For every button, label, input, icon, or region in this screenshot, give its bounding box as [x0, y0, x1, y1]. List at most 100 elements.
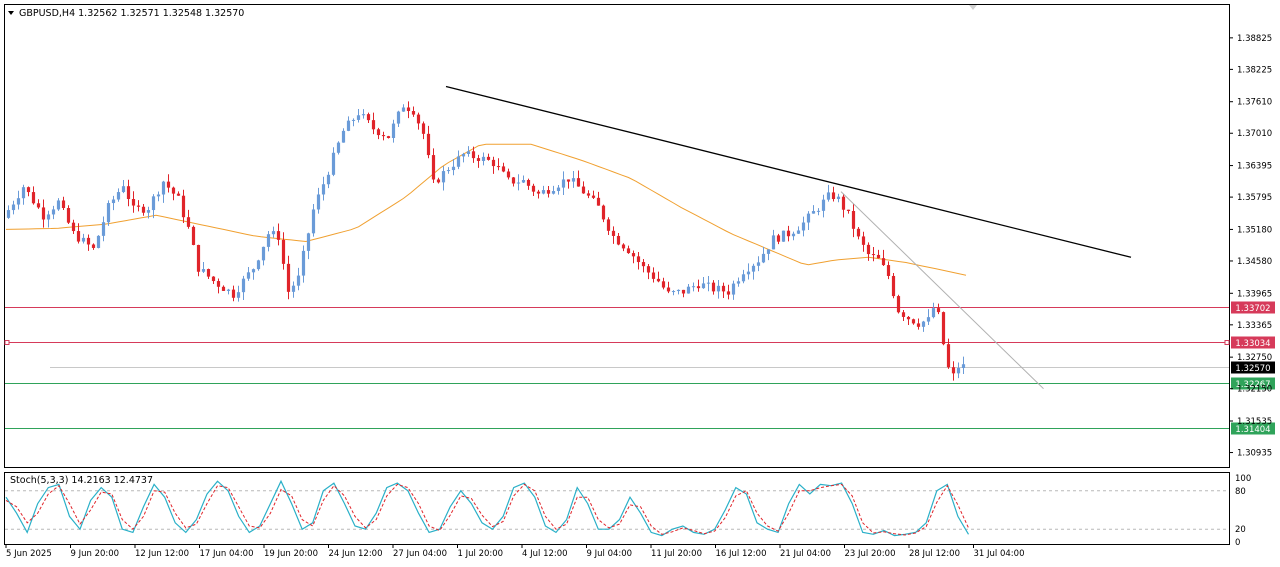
candle-body — [576, 178, 581, 187]
candle — [296, 267, 301, 291]
candle-body — [726, 291, 731, 295]
candle-body — [351, 119, 356, 121]
candle-body — [921, 321, 926, 327]
level-price-label: 1.32267 — [1235, 380, 1270, 390]
candle-body — [366, 114, 371, 121]
candle — [731, 280, 736, 300]
candle — [21, 184, 26, 205]
candle — [26, 186, 31, 197]
candle-body — [106, 203, 111, 223]
candle — [901, 309, 906, 322]
candle — [266, 231, 271, 252]
candle — [781, 230, 786, 242]
candle — [631, 250, 636, 264]
candle — [401, 104, 406, 112]
candle-body — [451, 166, 456, 171]
candle — [556, 185, 561, 195]
candle — [911, 318, 916, 325]
candle-body — [461, 153, 466, 157]
candle-body — [376, 129, 381, 136]
candle-body — [46, 214, 51, 220]
level-price-label: 1.31404 — [1235, 425, 1270, 435]
candle — [246, 266, 251, 281]
candle — [326, 171, 331, 189]
level-handle-right[interactable] — [1224, 340, 1230, 345]
level-price-label: 1.33702 — [1235, 304, 1270, 314]
candle — [476, 154, 481, 168]
price-tick-label: 1.30935 — [1237, 449, 1272, 459]
level-handle-left[interactable] — [4, 340, 10, 345]
candle — [776, 233, 781, 245]
candle-body — [401, 107, 406, 112]
candle-body — [426, 133, 431, 156]
candle — [56, 198, 61, 211]
candle — [871, 247, 876, 262]
symbol-dropdown-icon[interactable] — [8, 11, 14, 15]
candle — [951, 361, 956, 381]
candle — [151, 194, 156, 219]
candle — [271, 226, 276, 238]
candle-body — [371, 120, 376, 130]
candle — [501, 162, 506, 173]
candle — [921, 320, 926, 332]
candle — [821, 194, 826, 218]
time-tick-label: 19 Jun 20:00 — [264, 549, 318, 559]
candle-body — [141, 206, 146, 213]
price-tick-label: 1.35180 — [1237, 225, 1272, 235]
candle-body — [111, 199, 116, 204]
stoch-signal-line — [5, 483, 969, 536]
candle-body — [621, 244, 626, 249]
candle-body — [781, 230, 786, 242]
candle — [216, 278, 221, 294]
candle — [431, 148, 436, 183]
candle-body — [651, 272, 656, 279]
candle-body — [546, 190, 551, 194]
stoch-main-line — [5, 479, 970, 537]
time-tick-label: 4 Jul 12:00 — [522, 549, 568, 559]
candle — [531, 183, 536, 197]
candle — [426, 125, 431, 159]
candle — [16, 190, 21, 210]
trendline[interactable] — [445, 85, 1132, 258]
candle-body — [281, 239, 286, 264]
candle-body — [266, 234, 271, 247]
candle-body — [506, 171, 511, 178]
candle-body — [606, 219, 611, 231]
candle — [126, 179, 131, 207]
candle-body — [311, 209, 316, 234]
candle — [121, 179, 126, 194]
time-tick-label: 1 Jul 20:00 — [458, 549, 504, 559]
candle — [571, 171, 576, 188]
candle-body — [626, 248, 631, 254]
candle — [421, 121, 426, 140]
candle — [816, 208, 821, 216]
candle — [96, 235, 101, 249]
candle-body — [361, 114, 366, 116]
candle — [511, 176, 516, 187]
candle — [766, 249, 771, 261]
stoch-label: Stoch(5,3,3) 14.2163 12.4737 — [10, 475, 153, 486]
candle-body — [736, 281, 741, 284]
candle — [201, 261, 206, 273]
candle-body — [216, 281, 221, 287]
trendline[interactable] — [840, 191, 1044, 390]
candle-body — [536, 191, 541, 194]
candle — [491, 156, 496, 174]
candle-body — [256, 260, 261, 270]
candle-body — [221, 286, 226, 291]
candle-body — [446, 170, 451, 172]
candle — [281, 232, 286, 270]
candle — [496, 158, 501, 171]
price-tick-label: 1.33365 — [1237, 321, 1272, 331]
candle-body — [16, 198, 21, 205]
candle — [561, 171, 566, 195]
candle-body — [476, 158, 481, 161]
candle — [886, 261, 891, 280]
candle — [276, 223, 281, 246]
candle — [206, 268, 211, 279]
chart-shift-marker-icon[interactable] — [969, 5, 977, 10]
candle-body — [31, 192, 36, 204]
candle — [406, 101, 411, 119]
candle — [756, 256, 761, 272]
